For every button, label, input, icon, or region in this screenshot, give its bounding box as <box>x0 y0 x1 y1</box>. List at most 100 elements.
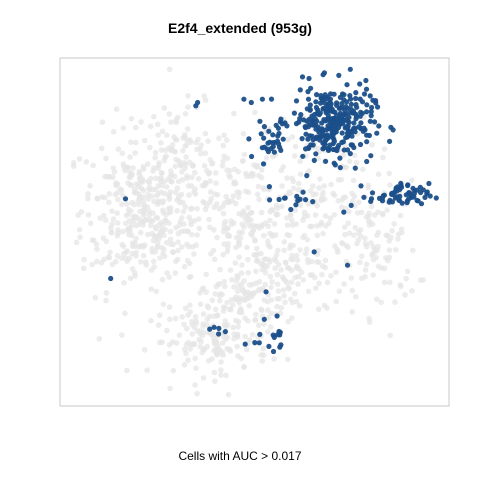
background-cell-point <box>231 110 237 117</box>
background-cell-point <box>295 187 302 193</box>
background-cell-point <box>167 228 174 235</box>
background-cell-point <box>409 288 415 294</box>
highlighted-cell-point <box>341 147 347 153</box>
background-cell-point <box>101 256 107 263</box>
highlighted-cell-point <box>370 97 376 103</box>
background-cell-point <box>357 259 363 266</box>
background-cell-point <box>203 289 210 295</box>
background-cell-point <box>153 186 159 193</box>
highlighted-cell-point <box>274 138 281 144</box>
background-cell-point <box>220 142 227 149</box>
highlighted-cell-point <box>358 109 364 115</box>
background-cell-point <box>193 365 199 372</box>
highlighted-cell-point <box>291 110 297 116</box>
highlighted-cell-point <box>275 125 281 131</box>
background-cell-point <box>239 221 245 227</box>
background-cell-point <box>171 134 177 140</box>
highlighted-cell-point <box>417 184 423 190</box>
background-cell-point <box>245 318 251 324</box>
background-cell-point <box>167 189 174 195</box>
background-cell-point <box>346 158 353 165</box>
highlighted-cell-point <box>364 109 370 115</box>
background-cell-point <box>322 264 329 271</box>
background-cell-point <box>236 190 243 196</box>
background-cell-point <box>206 216 212 223</box>
background-cell-point <box>169 179 175 185</box>
background-cell-point <box>280 287 287 293</box>
background-cell-point <box>85 195 91 202</box>
background-cell-point <box>244 295 251 302</box>
background-cell-point <box>296 303 303 309</box>
background-cell-point <box>384 232 391 239</box>
highlighted-cell-point <box>328 91 334 97</box>
background-cell-point <box>317 176 323 182</box>
background-cell-point <box>150 210 156 216</box>
background-cell-point <box>157 255 163 261</box>
background-cell-point <box>365 182 372 188</box>
background-cell-point <box>265 223 272 230</box>
background-cell-point <box>108 229 115 236</box>
background-cell-point <box>259 266 266 273</box>
background-cell-point <box>99 119 106 125</box>
background-cell-point <box>202 97 209 103</box>
highlighted-cell-point <box>305 89 311 95</box>
background-cell-point <box>153 193 160 199</box>
background-cell-point <box>224 137 230 143</box>
highlighted-cell-point <box>261 316 267 322</box>
background-cell-point <box>384 207 390 213</box>
background-cell-point <box>94 195 101 202</box>
background-cell-point <box>246 217 252 223</box>
background-cell-point <box>314 259 320 265</box>
background-cell-point <box>200 311 207 317</box>
highlighted-cell-point <box>263 289 269 295</box>
highlighted-cell-point <box>257 331 263 337</box>
background-cell-point <box>80 265 87 272</box>
background-cell-point <box>131 186 138 193</box>
highlighted-cell-point <box>389 199 395 205</box>
highlighted-cell-point <box>313 126 319 132</box>
background-cell-point <box>187 302 193 309</box>
background-cell-point <box>268 207 275 213</box>
background-cell-point <box>288 279 295 285</box>
highlighted-cell-point <box>305 96 312 102</box>
background-cell-point <box>253 258 260 265</box>
background-cell-point <box>200 323 206 330</box>
background-cell-point <box>165 205 172 212</box>
background-cell-point <box>219 340 226 346</box>
background-cell-point <box>218 359 224 365</box>
background-cell-point <box>92 294 99 301</box>
background-cell-point <box>319 271 325 278</box>
background-cell-point <box>90 162 96 169</box>
highlighted-cell-point <box>242 341 248 347</box>
background-cell-point <box>182 305 189 312</box>
background-cell-point <box>154 243 161 250</box>
highlighted-cell-point <box>310 199 316 205</box>
background-cell-point <box>354 210 361 216</box>
highlighted-cell-point <box>357 96 363 102</box>
highlighted-cell-point <box>108 275 114 282</box>
background-cell-point <box>349 287 356 294</box>
highlighted-cell-point <box>306 75 312 82</box>
background-cell-point <box>303 246 310 252</box>
background-cell-point <box>176 332 183 339</box>
highlighted-cell-point <box>405 182 411 189</box>
background-cell-point <box>275 247 281 254</box>
background-cell-point <box>312 212 319 218</box>
background-cell-point <box>354 240 360 247</box>
background-cell-point <box>305 201 312 207</box>
background-cell-point <box>230 324 237 331</box>
background-cell-point <box>149 230 156 237</box>
highlighted-cell-point <box>372 119 378 125</box>
background-cell-point <box>199 349 205 356</box>
background-cell-point <box>194 206 200 212</box>
background-cell-point <box>155 165 161 172</box>
background-cell-point <box>234 272 240 279</box>
highlighted-cell-point <box>304 106 310 112</box>
highlighted-cell-point <box>304 173 310 179</box>
background-cell-point <box>151 258 157 265</box>
background-cell-point <box>124 367 130 374</box>
background-cell-point <box>295 281 301 287</box>
highlighted-cell-point <box>266 184 272 190</box>
background-cell-point <box>151 113 157 120</box>
background-cell-point <box>232 260 239 266</box>
